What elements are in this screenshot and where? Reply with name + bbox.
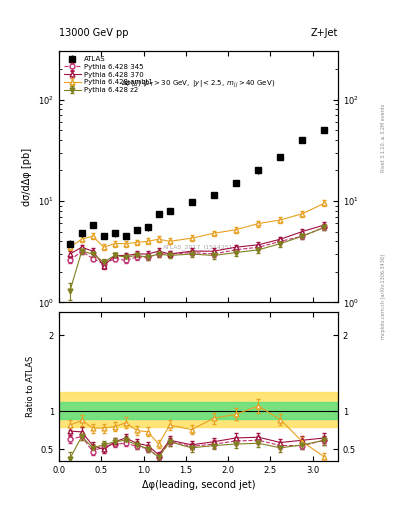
- X-axis label: Δφ(leading, second jet): Δφ(leading, second jet): [142, 480, 255, 490]
- Text: Z+Jet: Z+Jet: [310, 28, 338, 38]
- Legend: ATLAS, Pythia 6.428 345, Pythia 6.428 370, Pythia 6.428 ambt1, Pythia 6.428 z2: ATLAS, Pythia 6.428 345, Pythia 6.428 37…: [62, 55, 154, 94]
- Text: Rivet 3.1.10, ≥ 3.2M events: Rivet 3.1.10, ≥ 3.2M events: [381, 104, 386, 173]
- Y-axis label: dσ/dΔφ [pb]: dσ/dΔφ [pb]: [22, 148, 33, 206]
- Text: ATLAS_2017_I1514251: ATLAS_2017_I1514251: [163, 244, 234, 250]
- Text: 13000 GeV pp: 13000 GeV pp: [59, 28, 129, 38]
- Text: $\Delta\phi(jj)\ (p_T > 30\ \mathrm{GeV},\ |y| < 2.5,\ m_{jj} > 40\ \mathrm{GeV}: $\Delta\phi(jj)\ (p_T > 30\ \mathrm{GeV}…: [121, 79, 275, 90]
- Y-axis label: Ratio to ATLAS: Ratio to ATLAS: [26, 356, 35, 417]
- Text: mcplots.cern.ch [arXiv:1306.3436]: mcplots.cern.ch [arXiv:1306.3436]: [381, 254, 386, 339]
